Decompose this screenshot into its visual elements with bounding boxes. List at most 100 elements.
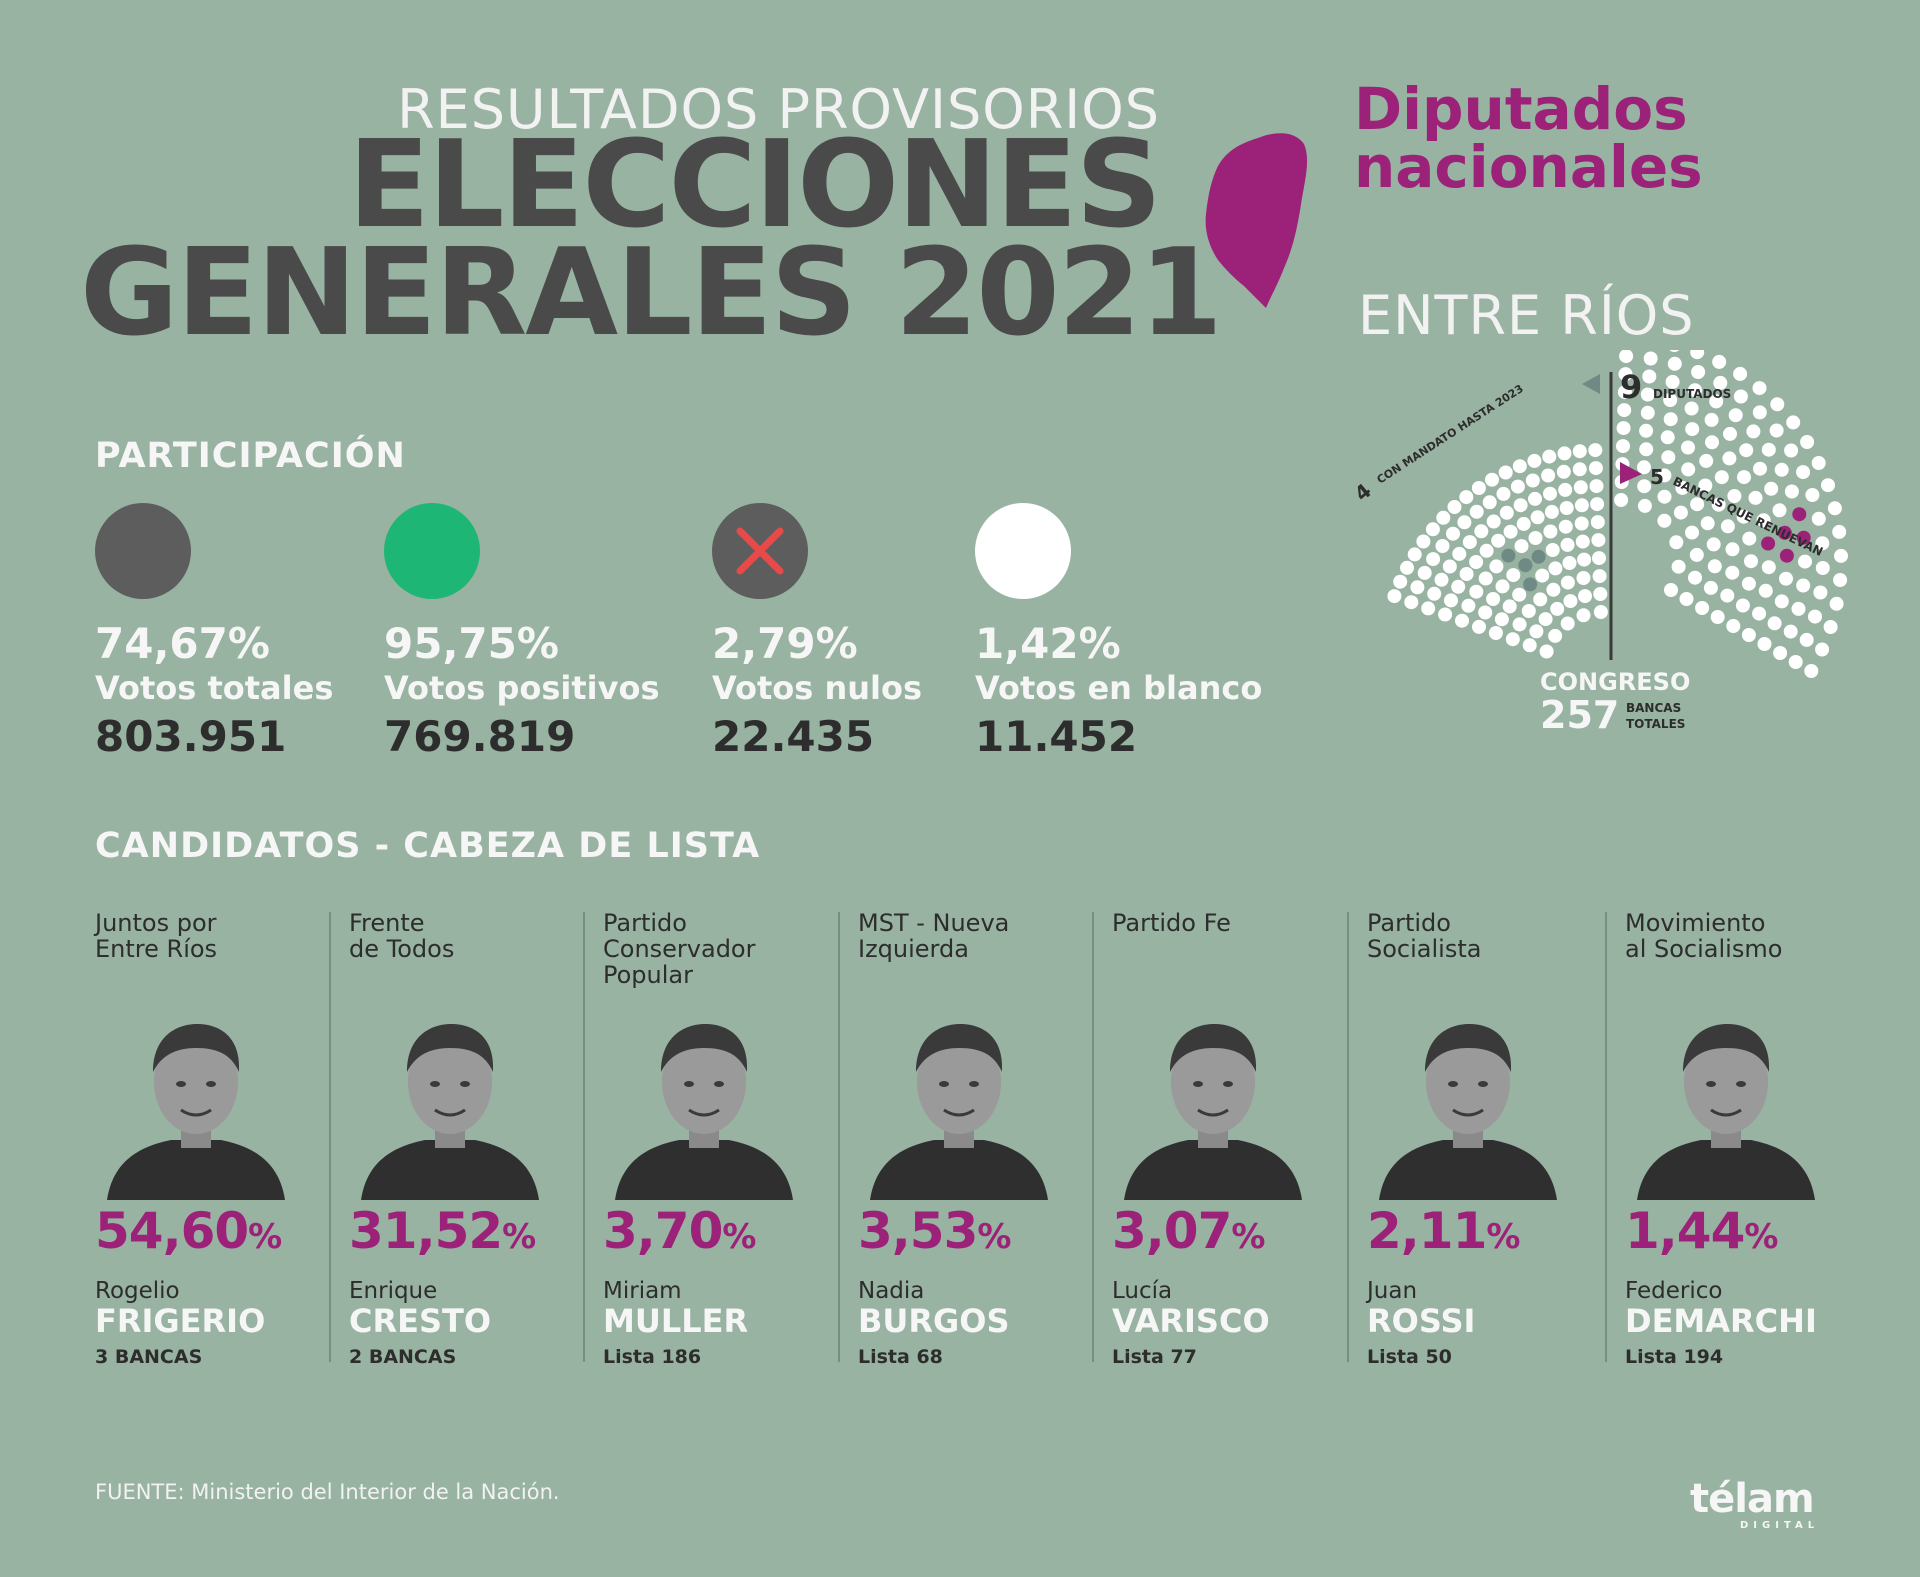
seat-dot bbox=[1769, 423, 1784, 438]
seat-dot bbox=[1502, 599, 1517, 614]
stat-value: 22.435 bbox=[712, 712, 875, 761]
stat-positive-votes: 95,75% Votos positivos 769.819 bbox=[384, 503, 684, 765]
candidate-last-name: DEMARCHI bbox=[1625, 1302, 1817, 1340]
seat-dot bbox=[1560, 575, 1575, 590]
seat-dot bbox=[1664, 583, 1678, 597]
seat-dot bbox=[1827, 501, 1842, 516]
seat-dot bbox=[1786, 415, 1801, 430]
seat-dot bbox=[1438, 607, 1453, 622]
seat-dot bbox=[1590, 497, 1605, 512]
seat-dot bbox=[1714, 470, 1729, 485]
pct-sign: % bbox=[977, 1217, 1012, 1257]
seat-dot bbox=[1741, 628, 1756, 642]
pct-value: 3,07 bbox=[1112, 1202, 1232, 1260]
seat-dot bbox=[1720, 588, 1735, 603]
candidate-card: Partido Conservador Popular 3,70% Miriam MULL… bbox=[603, 910, 853, 1370]
seat-dot bbox=[1710, 610, 1725, 624]
stat-label: Votos totales bbox=[95, 669, 334, 707]
seat-dot bbox=[1796, 465, 1811, 480]
seat-dot bbox=[1451, 579, 1466, 594]
seat-dot bbox=[1510, 479, 1525, 494]
seat-dot bbox=[1617, 403, 1632, 418]
main-title: ELECCIONES GENERALES 2021 bbox=[80, 126, 1223, 354]
seat-dot bbox=[1447, 500, 1462, 514]
seat-dot bbox=[1681, 440, 1695, 455]
seat-dot bbox=[1523, 577, 1538, 592]
candidate-seats: Lista 194 bbox=[1625, 1346, 1724, 1368]
seat-dot bbox=[1529, 624, 1544, 639]
seat-dot bbox=[1640, 405, 1655, 420]
seat-dot bbox=[1761, 442, 1776, 457]
seat-dot bbox=[1563, 594, 1578, 609]
pct-sign: % bbox=[1231, 1217, 1266, 1257]
congress-number: 257 bbox=[1540, 693, 1619, 737]
seat-dot bbox=[1556, 464, 1571, 479]
seat-dot bbox=[1669, 350, 1680, 352]
seat-dot bbox=[1661, 450, 1676, 465]
seat-dot bbox=[1486, 592, 1501, 606]
seat-dot bbox=[1788, 655, 1803, 669]
portrait-icon bbox=[1124, 1024, 1302, 1200]
seat-dot bbox=[1421, 601, 1436, 616]
seat-dot bbox=[1688, 383, 1702, 398]
seat-dot bbox=[1588, 461, 1603, 476]
party-line-2: de Todos bbox=[349, 935, 455, 963]
candidate-last-name: MULLER bbox=[603, 1302, 749, 1340]
seat-dot bbox=[1573, 480, 1588, 495]
candidate-card: Juntos por Entre Ríos 54,60% Rogelio FRIGERI… bbox=[95, 910, 345, 1370]
source-note: FUENTE: Ministerio del Interior de la Na… bbox=[95, 1480, 560, 1504]
seat-dot bbox=[1804, 664, 1819, 678]
seat-dot bbox=[1764, 481, 1779, 496]
seat-dot bbox=[1548, 561, 1563, 576]
region-label: ENTRE RÍOS bbox=[1358, 284, 1695, 347]
seat-dot bbox=[1506, 568, 1521, 583]
pct-sign: % bbox=[1486, 1217, 1521, 1257]
candidate-divider bbox=[329, 912, 331, 1362]
mandate-seats bbox=[1387, 443, 1608, 659]
candidate-divider bbox=[583, 912, 585, 1362]
seat-dot bbox=[1512, 587, 1527, 602]
seat-dot bbox=[1407, 547, 1422, 562]
party-line-1: Movimiento bbox=[1625, 909, 1766, 937]
seat-dot bbox=[1706, 537, 1721, 552]
candidate-first-name: Rogelio bbox=[95, 1278, 180, 1304]
pct-sign: % bbox=[502, 1217, 537, 1257]
seat-dot bbox=[1779, 548, 1794, 563]
stat-label: Votos nulos bbox=[712, 669, 923, 707]
seat-dot bbox=[1796, 578, 1811, 593]
seat-dot bbox=[1616, 439, 1630, 454]
seat-dot bbox=[1482, 495, 1497, 510]
seat-dot bbox=[1689, 547, 1704, 562]
seat-dot bbox=[1823, 620, 1838, 634]
seat-dot bbox=[1435, 539, 1450, 553]
seat-dot bbox=[1521, 604, 1536, 618]
seat-dot bbox=[1485, 472, 1499, 487]
seat-dot bbox=[1618, 367, 1633, 382]
party-line-2: Conservador bbox=[603, 935, 756, 963]
seat-dot bbox=[1784, 484, 1799, 499]
seat-dot bbox=[1478, 571, 1493, 586]
pct-value: 31,52 bbox=[349, 1202, 503, 1260]
seat-dot bbox=[1474, 524, 1489, 539]
seat-dot bbox=[1518, 558, 1533, 573]
candidate-seats: 3 BANCAS bbox=[95, 1346, 203, 1368]
seat-dot bbox=[1436, 510, 1451, 525]
seat-dot bbox=[1512, 459, 1527, 474]
pct-value: 3,70 bbox=[603, 1202, 723, 1260]
candidate-card: MST - Nueva Izquierda 3,53% Nadia BURGOS List… bbox=[858, 910, 1108, 1370]
seat-dot bbox=[1562, 556, 1577, 570]
seat-dot bbox=[1478, 605, 1493, 620]
seat-dot bbox=[1657, 468, 1672, 483]
seat-dot bbox=[1455, 613, 1469, 628]
seat-dot bbox=[1821, 478, 1835, 493]
seat-dot bbox=[1404, 595, 1419, 610]
seat-dot bbox=[1528, 491, 1542, 506]
candidate-first-name: Federico bbox=[1625, 1278, 1723, 1304]
seat-dot bbox=[1767, 616, 1782, 631]
seat-dot bbox=[1494, 612, 1509, 627]
seat-dot bbox=[1499, 505, 1514, 520]
seat-dot bbox=[1489, 559, 1504, 574]
seat-dot bbox=[1770, 397, 1785, 412]
stat-pct: 74,67% bbox=[95, 619, 270, 668]
seat-dot bbox=[1815, 561, 1830, 575]
